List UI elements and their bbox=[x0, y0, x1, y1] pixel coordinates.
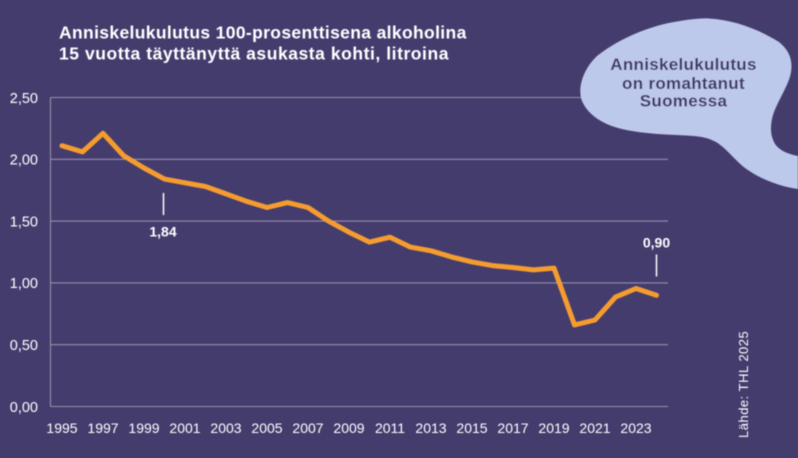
svg-text:1,84: 1,84 bbox=[149, 224, 176, 240]
svg-text:2003: 2003 bbox=[210, 420, 241, 436]
svg-text:1,00: 1,00 bbox=[10, 276, 38, 292]
svg-text:2019: 2019 bbox=[538, 420, 569, 436]
svg-text:Suomessa: Suomessa bbox=[640, 92, 728, 111]
svg-text:2,50: 2,50 bbox=[10, 91, 38, 107]
svg-text:2023: 2023 bbox=[620, 420, 651, 436]
svg-text:Anniskelukulutus: Anniskelukulutus bbox=[610, 55, 757, 74]
svg-text:2009: 2009 bbox=[333, 420, 364, 436]
svg-text:2005: 2005 bbox=[251, 420, 282, 436]
svg-text:2015: 2015 bbox=[456, 420, 487, 436]
svg-text:on romahtanut: on romahtanut bbox=[622, 74, 745, 93]
svg-text:1,50: 1,50 bbox=[10, 214, 38, 230]
svg-text:1999: 1999 bbox=[128, 420, 159, 436]
svg-text:2021: 2021 bbox=[579, 420, 610, 436]
svg-text:15 vuotta täyttänyttä asukasta: 15 vuotta täyttänyttä asukasta kohti, li… bbox=[59, 44, 449, 64]
svg-text:2011: 2011 bbox=[375, 420, 405, 436]
svg-text:0,50: 0,50 bbox=[10, 338, 38, 354]
svg-text:0,90: 0,90 bbox=[643, 235, 670, 251]
svg-text:2017: 2017 bbox=[497, 420, 528, 436]
svg-text:2013: 2013 bbox=[415, 420, 446, 436]
svg-text:Lähde: THL 2025: Lähde: THL 2025 bbox=[736, 331, 751, 438]
svg-text:Anniskelukulutus 100-prosentti: Anniskelukulutus 100-prosenttisena alkoh… bbox=[59, 23, 467, 43]
svg-text:1997: 1997 bbox=[87, 420, 118, 436]
svg-text:1995: 1995 bbox=[46, 420, 77, 436]
svg-text:2001: 2001 bbox=[169, 420, 200, 436]
svg-text:0,00: 0,00 bbox=[10, 400, 38, 416]
svg-text:2007: 2007 bbox=[292, 420, 323, 436]
svg-text:2,00: 2,00 bbox=[10, 153, 38, 169]
